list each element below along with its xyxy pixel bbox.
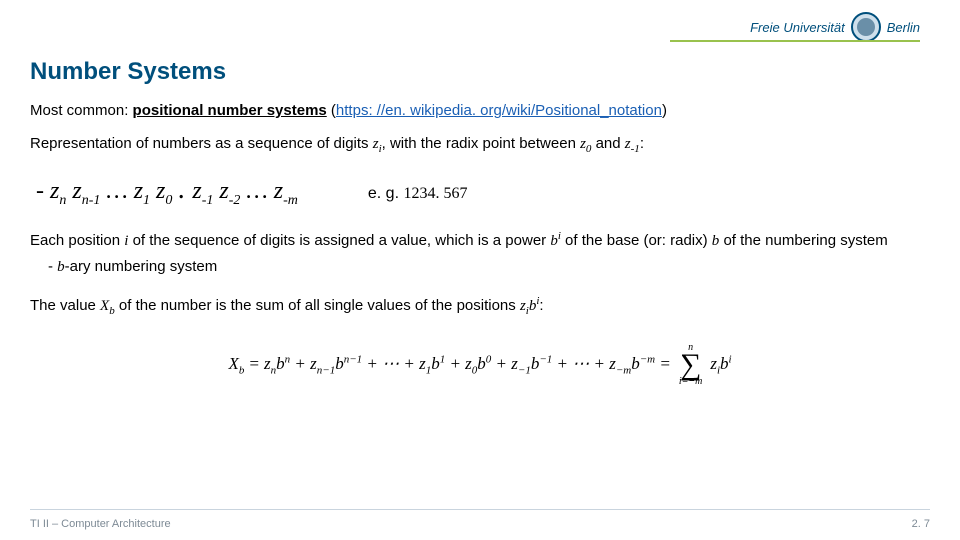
var-z0: z0 — [580, 136, 591, 152]
intro-line: Most common: positional number systems (… — [30, 100, 930, 121]
digit-sequence-row: - zn zn-1 … z1 z0 . z-1 z-2 … z-m e. g. … — [36, 175, 930, 210]
digit-sequence: - zn zn-1 … z1 z0 . z-1 z-2 … z-m — [36, 175, 298, 210]
p4-b: of the number is the sum of all single v… — [115, 297, 520, 314]
formula-lhs: Xb — [228, 352, 244, 379]
slide: Freie Universität Berlin Number Systems … — [0, 0, 960, 540]
representation-line: Representation of numbers as a sequence … — [30, 133, 930, 157]
p2-text-d: : — [640, 135, 644, 152]
paren-close: ) — [662, 102, 667, 119]
var-b-ary: b — [57, 259, 65, 275]
p2-text-a: Representation of numbers as a sequence … — [30, 135, 373, 152]
value-line: The value Xb of the number is the sum of… — [30, 294, 930, 319]
var-Xb: Xb — [100, 298, 115, 314]
formula-region: Xb = znbn + zn−1bn−1 + ⋯ + z1b1 + z0b0 +… — [30, 343, 930, 387]
logo-text-right: Berlin — [887, 20, 920, 35]
p4-c: : — [539, 297, 543, 314]
logo-text-left: Freie Universität — [750, 20, 845, 35]
var-zib: zibi — [520, 298, 539, 314]
seal-icon — [851, 12, 881, 42]
p4-a: The value — [30, 297, 100, 314]
page-title: Number Systems — [30, 58, 226, 86]
p3-c: of the base (or: radix) — [561, 232, 712, 249]
intro-prefix: Most common: — [30, 102, 133, 119]
p2-text-b: , with the radix point between — [382, 135, 580, 152]
example-label: e. g. — [368, 185, 404, 202]
header-accent-line — [670, 40, 920, 42]
formula-terms: = znbn + zn−1bn−1 + ⋯ + z1b1 + z0b0 + z−… — [248, 352, 670, 379]
footer: TI II – Computer Architecture 2. 7 — [30, 518, 930, 530]
footer-divider — [30, 509, 930, 510]
var-zminus1: z-1 — [625, 136, 640, 152]
footer-left: TI II – Computer Architecture — [30, 518, 171, 530]
university-logo: Freie Universität Berlin — [750, 12, 920, 42]
position-explain: Each position i of the sequence of digit… — [30, 229, 930, 252]
paren-open: ( — [327, 102, 336, 119]
sigma-lower: i=−m — [679, 377, 703, 387]
sigma-body: zibi — [710, 352, 731, 379]
footer-right: 2. 7 — [912, 518, 930, 530]
example-value: 1234. 567 — [403, 185, 467, 202]
intro-emphasis: positional number systems — [133, 102, 327, 119]
formula: Xb = znbn + zn−1bn−1 + ⋯ + z1b1 + z0b0 +… — [228, 343, 731, 387]
content-area: Most common: positional number systems (… — [30, 100, 930, 387]
var-zi: zi — [373, 136, 382, 152]
b-ary-suffix: -ary numbering system — [65, 258, 218, 275]
bullet: - — [48, 258, 57, 275]
example: e. g. 1234. 567 — [368, 183, 468, 205]
p3-a: Each position — [30, 232, 124, 249]
p2-text-c: and — [591, 135, 624, 152]
p3-d: of the numbering system — [719, 232, 887, 249]
sigma-icon: n ∑ i=−m — [679, 343, 703, 387]
b-ary-line: - b-ary numbering system — [48, 256, 930, 278]
var-bi: bi — [550, 233, 561, 249]
p3-b: of the sequence of digits is assigned a … — [128, 232, 550, 249]
wikipedia-link[interactable]: https: //en. wikipedia. org/wiki/Positio… — [336, 102, 662, 119]
